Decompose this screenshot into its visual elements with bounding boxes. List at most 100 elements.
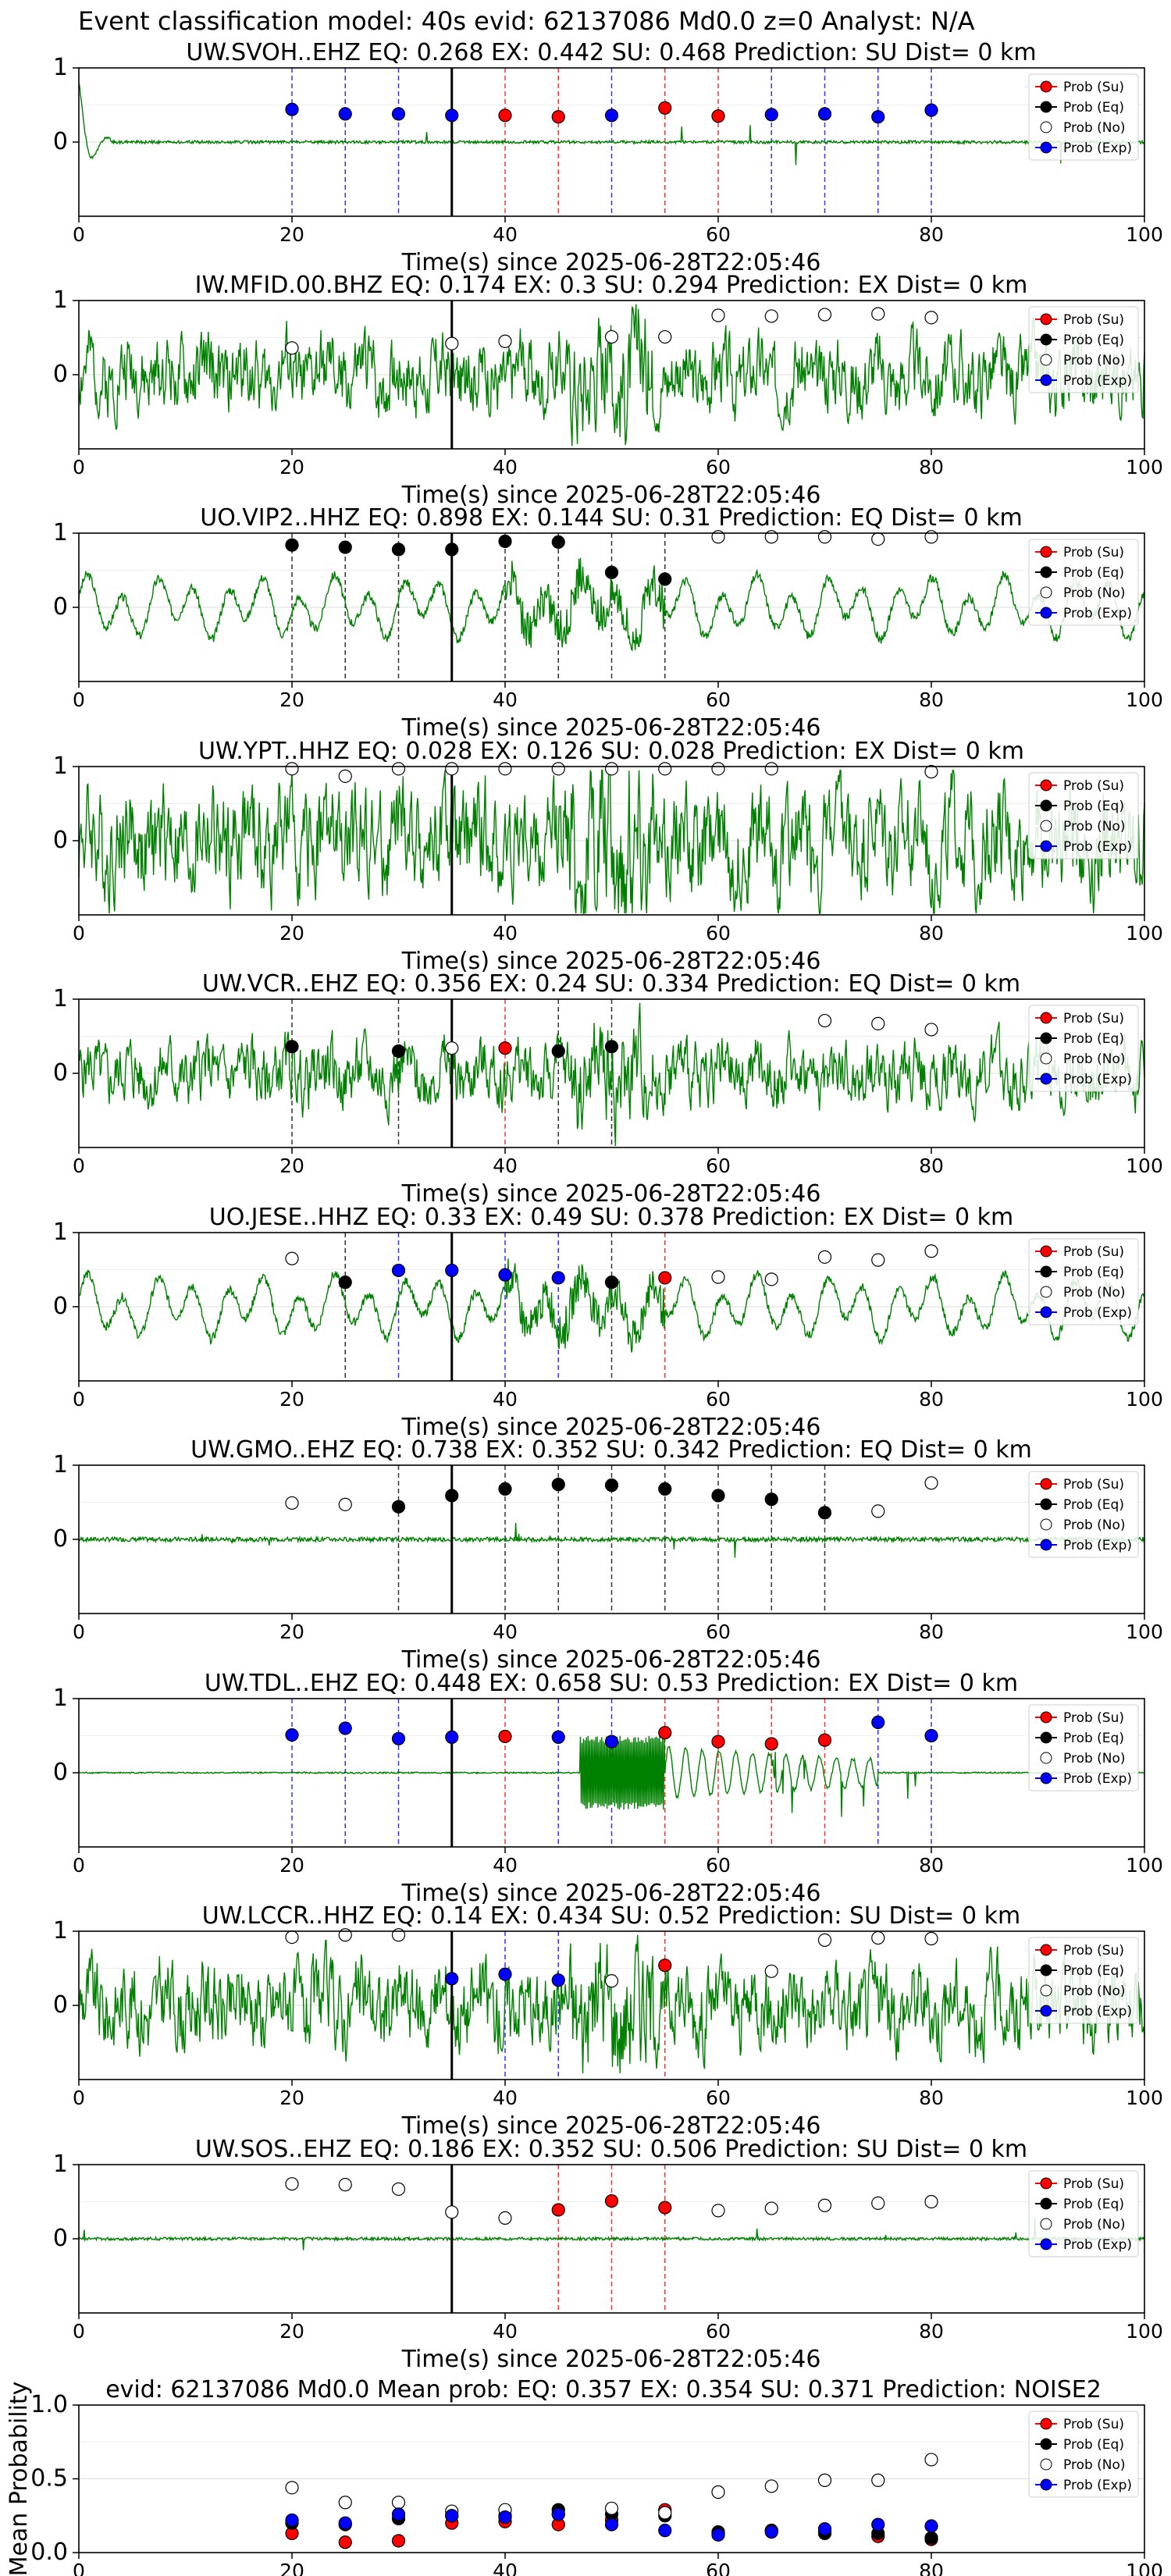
y-tick-label: 0 [53,827,68,854]
window-prob-marker [498,1482,512,1496]
legend-marker [1040,1711,1052,1724]
window-prob-marker [498,1041,512,1055]
window-prob-marker [498,1729,512,1744]
panel-title: evid: 62137086 Md0.0 Mean prob: EQ: 0.35… [105,2376,1102,2403]
y-tick-label: 0 [53,1991,68,2019]
x-tick-label: 100 [1126,1388,1163,1411]
legend-label: Prob (Exp) [1063,2237,1132,2253]
legend-marker [1040,1944,1052,1956]
legend-label: Prob (Su) [1063,1477,1124,1493]
x-tick-label: 40 [493,922,518,945]
window-prob-marker [764,762,778,776]
window-prob-marker [498,109,512,123]
x-tick-label: 80 [919,456,944,479]
window-prob-marker [817,1733,832,1747]
window-prob-marker [498,1967,512,1981]
x-tick-label: 0 [73,688,85,711]
station-panel: UW.YPT..HHZ EQ: 0.028 EX: 0.126 SU: 0.02… [53,738,1163,975]
legend-label: Prob (Eq) [1063,100,1124,116]
x-tick-label: 100 [1126,1155,1163,1177]
y-tick-label: 1 [53,286,68,314]
legend-label: Prob (Su) [1063,1011,1124,1026]
legend-label: Prob (No) [1063,120,1126,136]
legend-label: Prob (Exp) [1063,2004,1132,2019]
window-prob-marker [764,1272,778,1286]
y-tick-label: 0 [53,593,68,621]
legend-label: Prob (Su) [1063,312,1124,328]
window-prob-marker [871,1016,885,1030]
y-tick-label: 1 [53,753,68,780]
window-prob-marker [817,1250,832,1264]
legend-label: Prob (Su) [1063,1710,1124,1726]
window-prob-marker [285,1040,299,1054]
x-axis-label: Time(s) since 2025-06-28T22:05:46 [401,948,821,975]
window-prob-marker [924,530,938,544]
waveform-trace [78,1258,1145,1353]
x-tick-label: 60 [706,223,731,246]
y-tick-label: 0 [53,1059,68,1087]
station-panel: UW.SOS..EHZ EQ: 0.186 EX: 0.352 SU: 0.50… [53,2136,1163,2373]
x-tick-label: 100 [1126,456,1163,479]
window-prob-marker [711,1735,725,1749]
window-prob-marker [711,308,725,322]
legend-marker [1040,333,1052,346]
mean-prob-point [764,2479,778,2493]
window-prob-marker [445,1730,459,1744]
x-axis-label: Time(s) since 2025-06-28T22:05:46 [401,714,821,742]
x-axis-label: Time(s) since 2025-06-28T22:05:46 [401,1880,821,1907]
x-tick-label: 100 [1126,688,1163,711]
legend-marker [1040,2438,1052,2450]
mean-prob-point [817,2473,832,2487]
window-prob-marker [604,1276,619,1290]
mean-prob-point [924,2453,938,2467]
window-prob-marker [285,341,299,355]
legend-marker [1040,121,1052,133]
legend-label: Prob (No) [1063,1285,1126,1300]
x-tick-label: 80 [919,223,944,246]
station-panel: UO.VIP2..HHZ EQ: 0.898 EX: 0.144 SU: 0.3… [53,504,1163,742]
x-tick-label: 20 [279,1388,304,1411]
window-prob-marker [817,2198,832,2212]
x-tick-label: 60 [706,922,731,945]
x-tick-label: 80 [919,922,944,945]
window-prob-marker [924,103,938,117]
window-prob-marker [551,2203,565,2217]
x-tick-label: 40 [493,1854,518,1877]
legend-box [1028,2170,1139,2258]
mean-prob-point [711,2485,725,2500]
window-prob-marker [711,762,725,776]
x-axis-label: Time(s) since 2025-06-28T22:05:46 [401,1646,821,1674]
window-prob-marker [338,2178,352,2192]
x-tick-label: 80 [919,2320,944,2343]
window-prob-marker [498,534,512,549]
legend-label: Prob (Eq) [1063,333,1124,348]
legend-box [1028,1937,1139,2024]
window-prob-marker [817,1933,832,1947]
legend-label: Prob (No) [1063,1751,1126,1767]
window-prob-marker [391,1044,406,1059]
legend-box [1028,306,1139,393]
mean-prob-point [924,2531,938,2545]
window-prob-marker [498,762,512,776]
window-prob-marker [338,107,352,121]
legend-label: Prob (Eq) [1063,2437,1124,2453]
window-prob-marker [871,1253,885,1267]
mean-prob-point [871,2473,885,2487]
window-prob-marker [658,762,672,776]
x-tick-label: 20 [279,688,304,711]
y-tick-label: 1 [53,519,68,546]
x-tick-label: 20 [279,2320,304,2343]
x-tick-label: 80 [919,1621,944,1643]
window-prob-marker [711,1489,725,1503]
x-axis-label: Time(s) since 2025-06-28T22:05:46 [401,2112,821,2140]
x-tick-label: 40 [493,688,518,711]
waveform-trace [78,557,1145,652]
window-prob-marker [871,1930,885,1945]
legend-marker [1040,374,1052,386]
legend-label: Prob (Exp) [1063,1305,1132,1321]
x-tick-label: 100 [1126,1621,1163,1643]
station-panel: UO.JESE..HHZ EQ: 0.33 EX: 0.49 SU: 0.378… [53,1204,1163,1441]
legend-marker [1040,1032,1052,1044]
x-tick-label: 0 [73,1388,85,1411]
x-tick-label: 80 [919,688,944,711]
